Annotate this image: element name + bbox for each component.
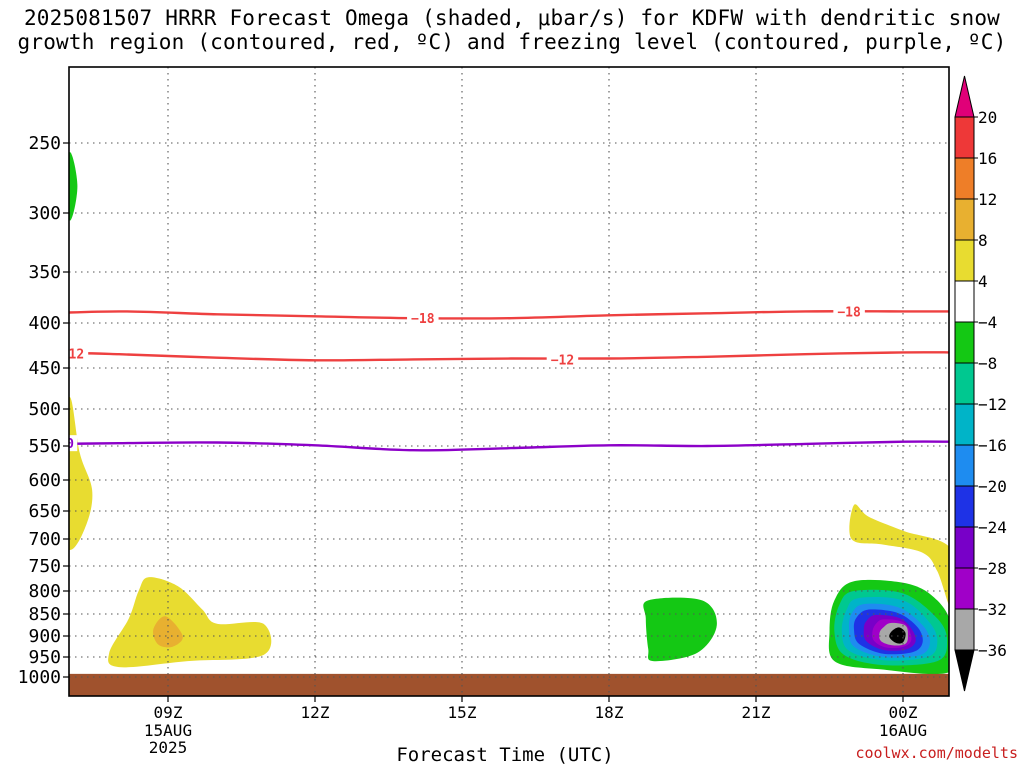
x-tick-label: 21Z [742,703,771,722]
colorbar-bin [954,608,975,651]
colorbar-label: −24 [978,518,1007,537]
omega-region [108,577,272,668]
colorbar-bin [954,362,975,405]
y-tick-label: 350 [28,262,61,283]
plot-frame [68,66,950,697]
x-tick-label: 00Z [889,703,918,722]
terrain-ground [69,673,949,696]
colorbar-label: −32 [978,600,1007,619]
contour-label-bg [407,310,439,327]
y-tick-label: 1000 [18,667,61,688]
x-tick-sublabel: 16AUG [879,721,927,740]
y-tick-label: 550 [28,436,61,457]
y-tick-label: 900 [28,626,61,647]
plot-background [69,67,949,696]
y-tick-label: 700 [28,529,61,550]
contour-label-bg [69,435,78,452]
colorbar-label: −8 [978,354,997,373]
omega-region [643,597,717,662]
colorbar-bin [954,485,975,528]
colorbar-label: 20 [978,108,997,127]
x-tick-label: 12Z [301,703,330,722]
colorbar-bin [954,198,975,241]
contour-label: −12 [61,347,84,362]
x-tick-label: 15Z [448,703,477,722]
y-tick-label: 300 [28,203,61,224]
colorbar-bin [954,75,975,118]
colorbar-bin [954,157,975,200]
colorbar-label: −36 [978,641,1007,660]
y-tick-label: 400 [28,313,61,334]
x-tick-sublabel: 2025 [149,738,188,757]
y-tick-label: 950 [28,647,61,668]
contour-label: −12 [551,353,574,368]
contour-label-bg [69,345,89,362]
temperature-contours: −18 −18 −12 −12 0 [61,303,949,452]
contour-line [69,351,949,362]
contour-line [69,440,949,452]
y-tick-label: 800 [28,581,61,602]
y-tick-label: 850 [28,604,61,625]
x-tick-label: 18Z [595,703,624,722]
x-axis-label: Forecast Time (UTC) [396,744,614,766]
colorbar-bin [954,567,975,610]
y-tick-label: 650 [28,501,61,522]
grid-lines [69,67,949,696]
colorbar-bin [954,444,975,487]
x-tick-sublabel: 15AUG [144,721,192,740]
contour-line [69,310,949,320]
x-tick-label: 09Z [154,703,183,722]
colorbar-label: −12 [978,395,1007,414]
colorbar-label: 8 [978,231,988,250]
contour-label: −18 [837,305,861,320]
colorbar-label: 16 [978,149,997,168]
terrain-layer [69,673,949,696]
omega-region [849,504,949,606]
colorbar-label: 12 [978,190,997,209]
contour-label-bg [833,303,865,320]
y-axis: 2503003504004505005506006507007508008509… [18,133,69,688]
colorbar-bin [954,116,975,159]
y-tick-label: 250 [28,133,61,154]
y-tick-label: 450 [28,358,61,379]
contour-label-bg [546,351,579,368]
y-tick-label: 500 [28,399,61,420]
colorbar-label: −4 [978,313,997,332]
colorbar-legend: 20 16 12 8 4 −4 −8 −12 −16 −20 −24 −28 −32 −36 [954,75,1007,692]
colorbar-bin [954,649,975,692]
chart-title: 2025081507 HRRR Forecast Omega (shaded, … [17,6,1007,54]
colorbar-label: −20 [978,477,1007,496]
colorbar-label: 4 [978,272,988,291]
colorbar-bin [954,321,975,364]
colorbar-label: −16 [978,436,1007,455]
contour-label: 0 [66,437,74,452]
credit-link[interactable]: coolwx.com/modelts [855,744,1018,762]
colorbar-bin [954,280,975,323]
y-tick-label: 600 [28,470,61,491]
omega-region [69,152,78,221]
y-tick-label: 750 [28,556,61,577]
colorbar-bin [954,403,975,446]
colorbar-bin [954,526,975,569]
contour-label: −18 [411,312,435,327]
colorbar-bin [954,239,975,282]
colorbar-label: −28 [978,559,1007,578]
